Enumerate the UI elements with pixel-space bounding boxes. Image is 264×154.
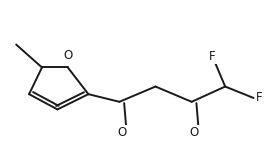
Text: O: O [63, 49, 72, 62]
Text: O: O [190, 126, 199, 139]
Text: F: F [209, 50, 216, 63]
Text: F: F [256, 91, 263, 104]
Text: O: O [117, 126, 127, 139]
